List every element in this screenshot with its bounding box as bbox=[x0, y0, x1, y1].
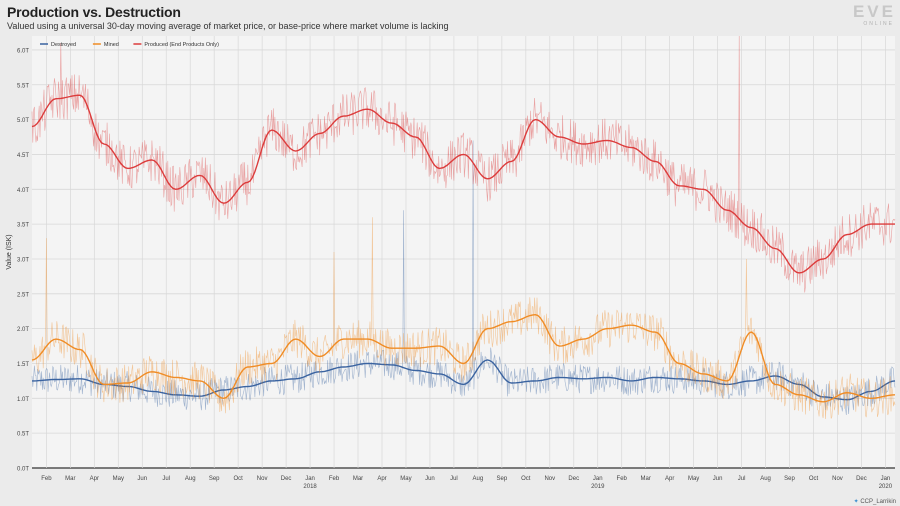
legend-label: Produced (End Products Only) bbox=[144, 42, 219, 48]
y-tick-label: 4.0T bbox=[17, 188, 29, 194]
eve-online-logo: EVE ONLINE bbox=[838, 2, 896, 30]
x-tick-label: Dec bbox=[856, 476, 867, 482]
y-tick-label: 5.5T bbox=[17, 83, 29, 89]
y-tick-label: 0.0T bbox=[17, 467, 29, 473]
y-tick-label: 3.0T bbox=[17, 257, 29, 263]
x-tick-year-label: 2018 bbox=[303, 484, 317, 490]
legend: Destroyed Mined Produced (End Products Onl… bbox=[40, 42, 219, 48]
x-tick-label: Feb bbox=[41, 476, 52, 482]
x-tick-label: Jul bbox=[162, 476, 170, 482]
y-grid: 0.0T 0.5T 1.0T 1.5T 2.0T 2.5T 3.0T 3.5T 4.0T 4.5T… bbox=[17, 48, 895, 473]
x-tick-label: Apr bbox=[90, 476, 99, 482]
plot-area bbox=[32, 36, 895, 468]
logo-text: EVE bbox=[852, 2, 896, 21]
x-tick-label: Jan bbox=[305, 476, 315, 482]
daily-trace bbox=[31, 217, 896, 420]
x-tick-label: May bbox=[400, 476, 411, 482]
y-tick-label: 6.0T bbox=[17, 48, 29, 54]
x-tick-label: Jul bbox=[450, 476, 458, 482]
x-tick-label: Oct bbox=[521, 476, 531, 482]
y-tick-label: 2.5T bbox=[17, 292, 29, 298]
author-credit: ✦ CCP_Larrikin bbox=[854, 498, 896, 505]
x-tick-label: Oct bbox=[233, 476, 243, 482]
y-tick-label: 1.5T bbox=[17, 362, 29, 368]
x-tick-label: Mar bbox=[353, 476, 363, 482]
x-tick-label: Mar bbox=[641, 476, 651, 482]
moving-average-line bbox=[31, 313, 896, 403]
x-tick-label: Mar bbox=[65, 476, 75, 482]
credit-text: CCP_Larrikin bbox=[860, 499, 896, 505]
x-tick-label: Feb bbox=[329, 476, 340, 482]
x-tick-label: Nov bbox=[257, 476, 268, 482]
x-tick-label: Oct bbox=[809, 476, 819, 482]
y-tick-label: 5.0T bbox=[17, 118, 29, 124]
x-tick-label: May bbox=[113, 476, 124, 482]
y-tick-label: 3.5T bbox=[17, 223, 29, 229]
x-tick-label: Jun bbox=[137, 476, 147, 482]
y-tick-label: 2.0T bbox=[17, 327, 29, 333]
series-mined bbox=[31, 217, 896, 420]
x-tick-label: Sep bbox=[497, 476, 508, 482]
twitter-bird-icon: ✦ bbox=[853, 499, 859, 505]
legend-label: Mined bbox=[104, 42, 119, 48]
logo-subtext: ONLINE bbox=[863, 21, 894, 27]
x-tick-label: Jun bbox=[713, 476, 723, 482]
series-group bbox=[31, 35, 896, 420]
daily-trace bbox=[31, 35, 896, 293]
moving-average-line bbox=[32, 359, 896, 401]
x-tick-label: Nov bbox=[832, 476, 843, 482]
y-tick-label: 1.0T bbox=[17, 397, 29, 403]
x-tick-label: Aug bbox=[760, 476, 771, 482]
chart-title: Production vs. Destruction bbox=[7, 4, 181, 20]
moving-average-line bbox=[31, 94, 895, 274]
x-tick-label: Jan bbox=[593, 476, 603, 482]
x-tick-label: Aug bbox=[473, 476, 484, 482]
x-tick-label: Jul bbox=[738, 476, 746, 482]
x-tick-label: Feb bbox=[617, 476, 628, 482]
x-tick-label: Aug bbox=[185, 476, 196, 482]
series-destroyed bbox=[31, 140, 896, 416]
x-tick-label: Sep bbox=[209, 476, 220, 482]
x-tick-label: Sep bbox=[784, 476, 795, 482]
y-tick-label: 4.5T bbox=[17, 153, 29, 159]
y-tick-label: 0.5T bbox=[17, 432, 29, 438]
x-tick-year-label: 2019 bbox=[591, 484, 605, 490]
x-tick-label: Apr bbox=[665, 476, 674, 482]
chart-subtitle: Valued using a universal 30-day moving a… bbox=[7, 21, 449, 31]
y-axis-label: Value (ISK) bbox=[6, 234, 13, 269]
legend-label: Destroyed bbox=[51, 42, 76, 48]
daily-trace bbox=[31, 140, 896, 416]
x-tick-label: Nov bbox=[544, 476, 555, 482]
x-tick-label: Jun bbox=[425, 476, 435, 482]
x-tick-label: Jan bbox=[881, 476, 891, 482]
x-tick-label: Dec bbox=[281, 476, 292, 482]
x-grid: Feb Mar Apr May Jun Jul Aug Sep Oct Nov Dec Jan 2018… bbox=[41, 36, 893, 490]
x-tick-year-label: 2020 bbox=[879, 484, 893, 490]
x-tick-label: Dec bbox=[568, 476, 579, 482]
x-tick-label: May bbox=[688, 476, 699, 482]
series-produced bbox=[31, 35, 896, 293]
x-tick-label: Apr bbox=[377, 476, 386, 482]
